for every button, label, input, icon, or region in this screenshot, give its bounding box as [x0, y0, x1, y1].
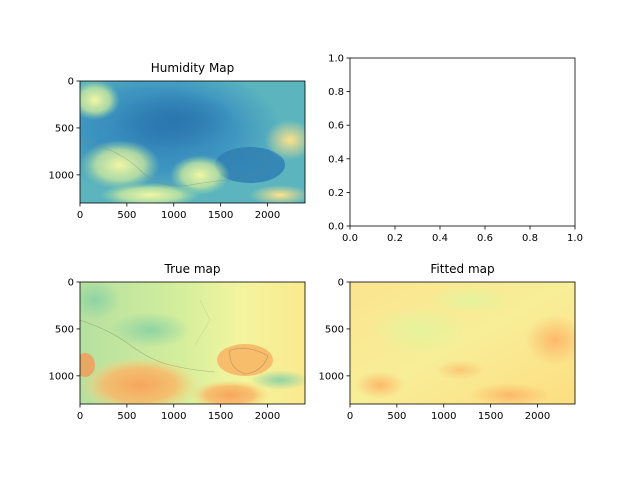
x-tick-label: 1500 [208, 210, 233, 221]
x-tick-label: 1.0 [567, 233, 583, 244]
true-map-image [70, 280, 310, 413]
humidity-map-title: Humidity Map [151, 61, 235, 75]
x-tick-label: 0 [77, 411, 83, 422]
y-tick-label: 0 [338, 278, 344, 289]
y-tick-label: 0.0 [328, 222, 344, 233]
humidity-map-image [70, 80, 315, 207]
x-tick-label: 1500 [208, 411, 233, 422]
panel-empty-axes: 0.0 0.2 0.4 0.6 0.8 1.0 0.0 0.2 0.4 0.6 0.8 1.0 [328, 54, 583, 245]
y-tick-label: 500 [55, 123, 74, 134]
x-tick-label: 500 [117, 411, 136, 422]
x-tick-label: 0 [347, 411, 353, 422]
y-tick-label: 1000 [319, 371, 344, 382]
y-tick-label: 0.8 [328, 87, 344, 98]
y-tick-label: 0 [68, 77, 74, 88]
panel-fitted-map: Fitted map 0 500 1000 1500 2000 0 500 1000 [319, 262, 585, 422]
x-tick-label: 2000 [255, 210, 280, 221]
y-tick-label: 1000 [49, 170, 74, 181]
x-tick-label: 0 [77, 210, 83, 221]
empty-axes-frame [350, 58, 575, 226]
x-tick-label: 0.8 [522, 233, 538, 244]
x-tick-label: 500 [117, 210, 136, 221]
panel-humidity-map: Humidity Map 0 500 1000 1500 2000 0 500 1000 [49, 61, 315, 221]
y-tick-label: 0 [68, 278, 74, 289]
x-tick-label: 500 [387, 411, 406, 422]
y-tick-label: 0.4 [328, 154, 344, 165]
x-tick-label: 1000 [431, 411, 456, 422]
panel-true-map: True map 0 500 1000 1500 2000 0 500 1000 [49, 262, 310, 422]
x-tick-label: 2000 [525, 411, 550, 422]
x-tick-label: 0.6 [477, 233, 493, 244]
x-tick-label: 1500 [478, 411, 503, 422]
fitted-map-image [350, 282, 585, 407]
y-tick-label: 0.6 [328, 121, 344, 132]
x-tick-label: 2000 [255, 411, 280, 422]
y-tick-label: 500 [325, 324, 344, 335]
x-tick-label: 0.4 [432, 233, 448, 244]
fitted-map-title: Fitted map [430, 262, 494, 276]
y-tick-label: 500 [55, 324, 74, 335]
x-tick-label: 1000 [161, 411, 186, 422]
true-map-title: True map [164, 262, 221, 276]
y-tick-label: 1000 [49, 371, 74, 382]
y-tick-label: 0.2 [328, 188, 344, 199]
y-tick-label: 1.0 [328, 54, 344, 65]
x-tick-label: 1000 [161, 210, 186, 221]
x-tick-label: 0.0 [342, 233, 358, 244]
x-tick-label: 0.2 [387, 233, 403, 244]
